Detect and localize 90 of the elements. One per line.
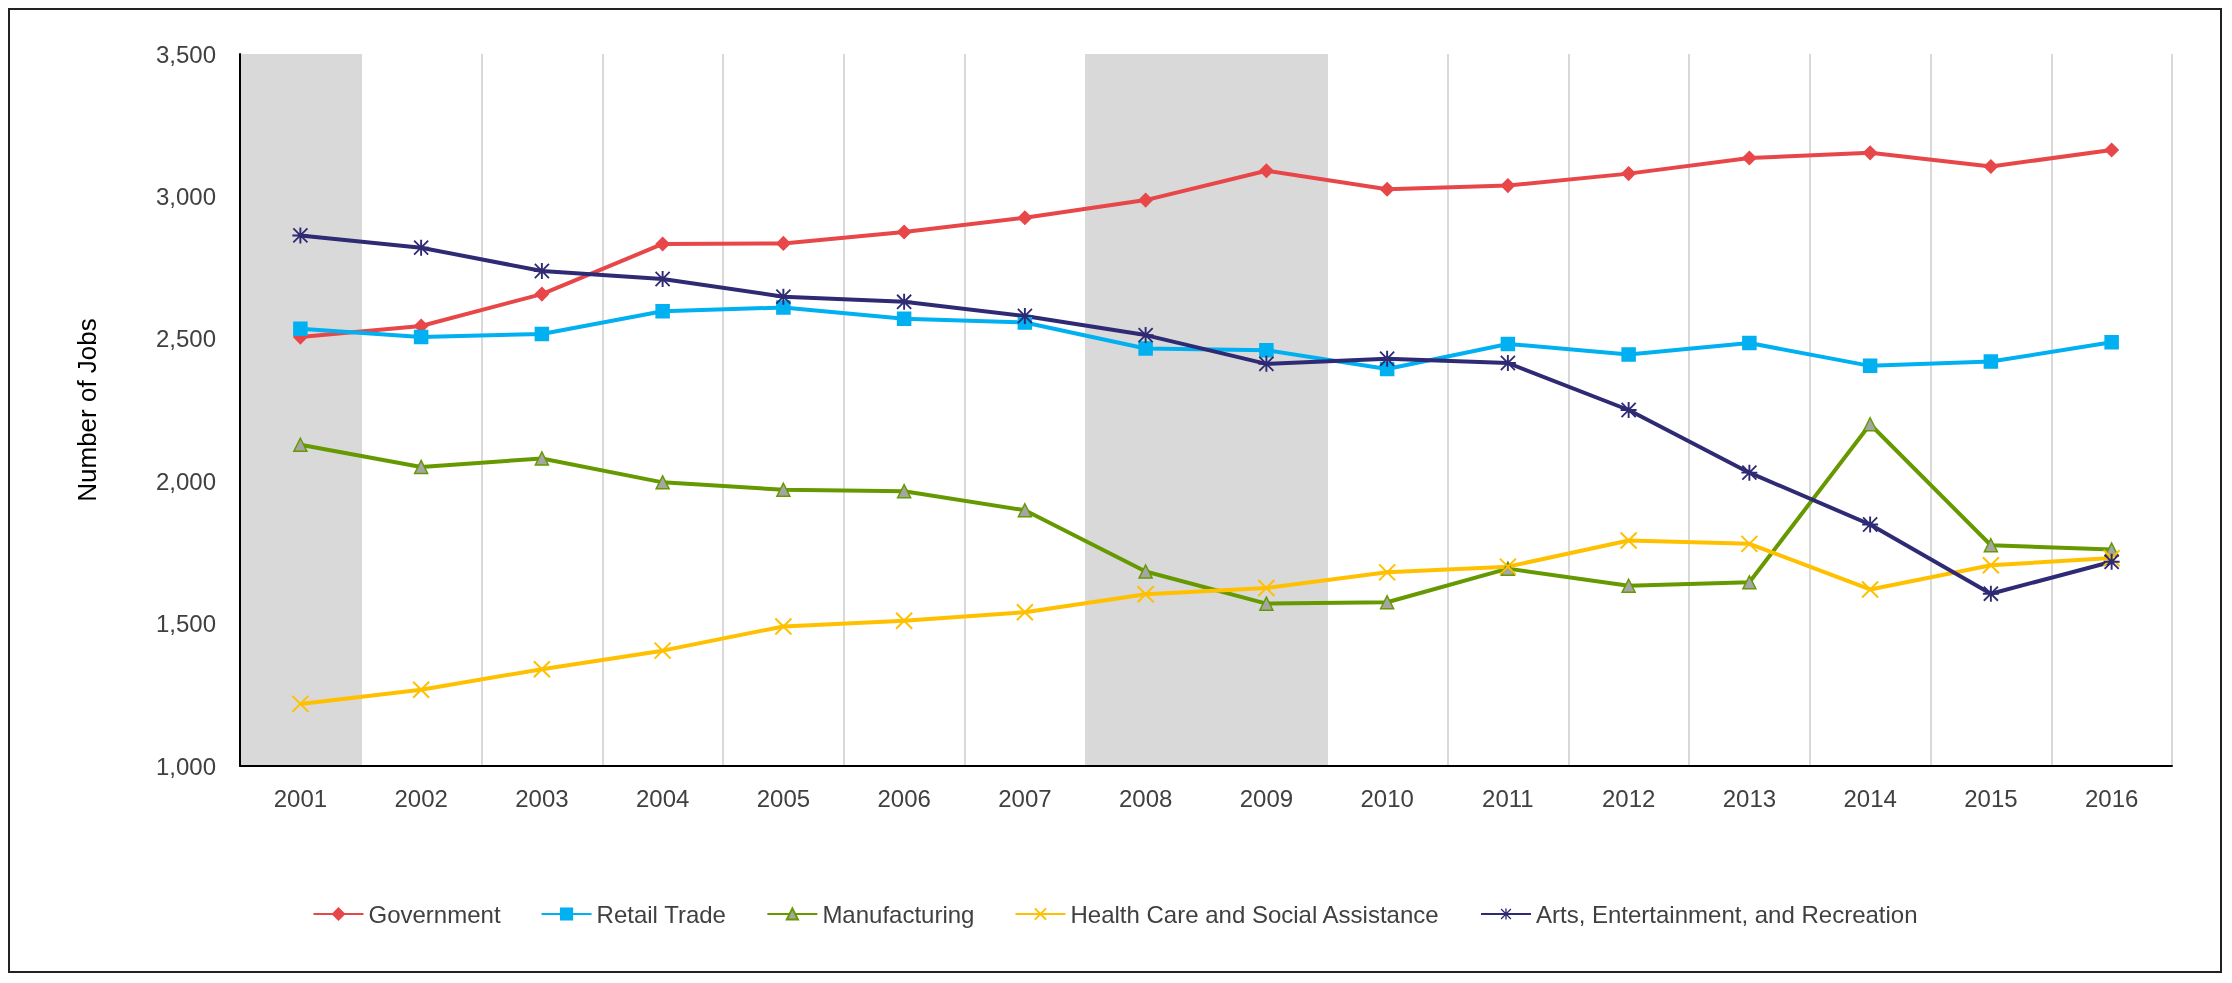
point (1259, 163, 1274, 179)
point (293, 321, 308, 337)
point (534, 326, 550, 342)
legend-label: Government (368, 900, 501, 928)
y-axis-title: Number of Jobs (72, 318, 102, 502)
legend-label: Manufacturing (822, 900, 975, 928)
point (1983, 354, 1999, 369)
point (1742, 150, 1757, 166)
point (2104, 142, 2119, 158)
point (2102, 549, 2121, 568)
point (1017, 210, 1033, 226)
point (533, 263, 550, 280)
point (895, 611, 914, 630)
point (1499, 355, 1516, 372)
x-tick-label: 2003 (515, 784, 569, 812)
point (292, 227, 309, 244)
y-tick-label: 2,000 (155, 467, 216, 495)
point (896, 483, 912, 499)
point (293, 437, 308, 452)
point (655, 475, 670, 490)
point (896, 224, 912, 240)
point (1500, 336, 1516, 352)
x-tick-label: 2007 (998, 784, 1052, 812)
point (1257, 579, 1276, 597)
point (1016, 308, 1033, 325)
point (534, 451, 550, 466)
x-tick-label: 2002 (394, 784, 448, 812)
point (1015, 603, 1034, 622)
point (1621, 166, 1636, 181)
x-tick-label: 2015 (1964, 784, 2018, 812)
point (1862, 416, 1878, 432)
x-tick-label: 2012 (1601, 784, 1656, 812)
x-tick-label: 2009 (1239, 784, 1294, 812)
point (291, 694, 310, 713)
point (1379, 594, 1395, 610)
x-tick-label: 2008 (1118, 784, 1173, 812)
point (1259, 342, 1274, 358)
point (1259, 596, 1274, 611)
point (1742, 335, 1757, 351)
point (1500, 178, 1516, 193)
x-tick-label: 2016 (2084, 784, 2139, 812)
point (1861, 580, 1880, 599)
point (1981, 556, 2000, 575)
point (655, 303, 670, 319)
point (534, 286, 550, 302)
point (1621, 578, 1636, 593)
y-tick-label: 1,000 (155, 752, 216, 780)
point (413, 329, 429, 345)
point (1017, 503, 1033, 518)
point (1138, 341, 1153, 356)
y-tick-label: 3,500 (155, 40, 216, 68)
point (1741, 464, 1758, 481)
point (1862, 358, 1878, 374)
legend-label: Arts, Entertainment, and Recreation (1535, 900, 1918, 928)
x-tick-label: 2011 (1482, 784, 1534, 812)
x-tick-label: 2014 (1843, 784, 1897, 812)
point (1138, 192, 1153, 208)
y-tick-label: 2,500 (155, 325, 216, 353)
point (1983, 538, 1999, 553)
point (653, 641, 672, 660)
point (1378, 563, 1397, 582)
point (1136, 585, 1155, 604)
point (1742, 575, 1757, 590)
point (1862, 145, 1878, 161)
x-tick-label: 2006 (877, 784, 931, 812)
x-tick-label: 2010 (1360, 784, 1414, 812)
point (1983, 159, 1999, 174)
point (532, 660, 551, 679)
point (774, 617, 793, 636)
point (413, 459, 429, 475)
x-tick-label: 2005 (756, 784, 811, 812)
point (775, 288, 792, 305)
point (776, 482, 791, 497)
point (1740, 534, 1759, 553)
point (1138, 564, 1153, 579)
x-tick-label: 2004 (635, 784, 690, 812)
point (412, 680, 431, 699)
point (776, 236, 791, 251)
point (1621, 347, 1636, 362)
legend-label: Retail Trade (596, 900, 726, 928)
point (655, 236, 670, 252)
x-tick-label: 2013 (1722, 784, 1777, 812)
point (896, 311, 912, 327)
point (2104, 334, 2119, 350)
point (1619, 531, 1638, 550)
point (1379, 182, 1395, 197)
legend-label: Health Care and Social Assistance (1070, 900, 1439, 928)
y-tick-label: 1,500 (155, 610, 216, 638)
x-tick-label: 2001 (273, 784, 328, 812)
y-tick-label: 3,000 (155, 182, 216, 210)
